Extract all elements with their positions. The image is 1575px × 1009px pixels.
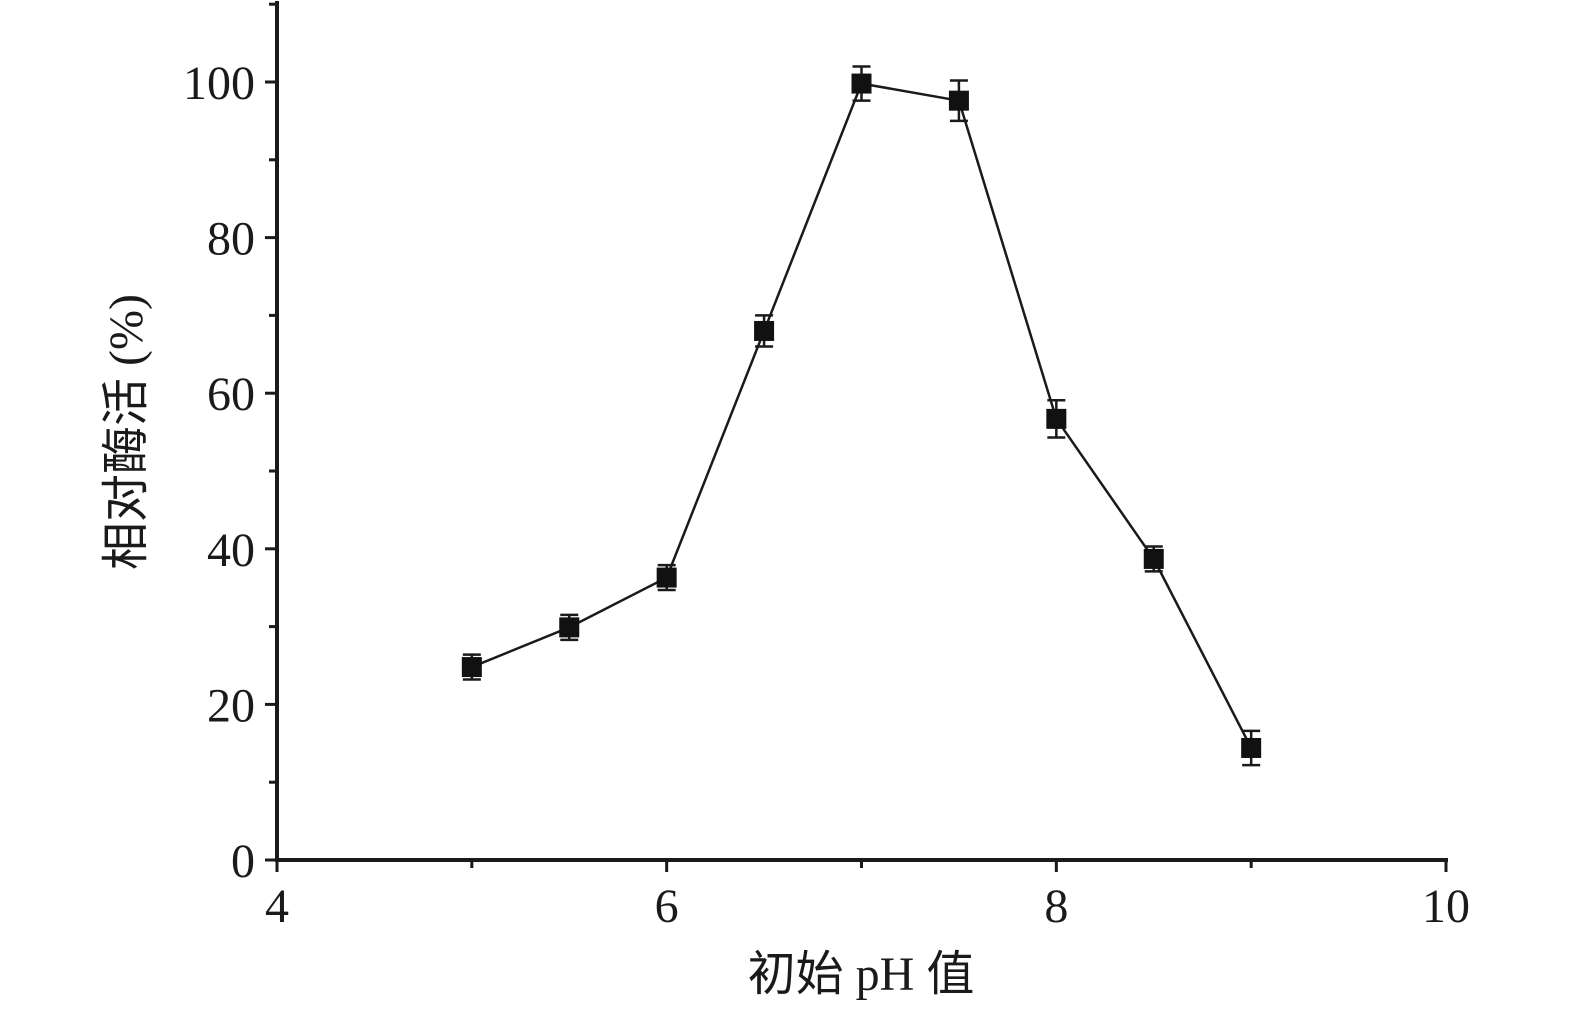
data-point (754, 320, 775, 341)
y-tick-label: 100 (183, 57, 255, 110)
y-tick-label: 60 (207, 368, 255, 421)
x-tick-label: 8 (1044, 880, 1068, 933)
series (461, 65, 1262, 767)
y-axis-title: 相对酶活 (%) (100, 294, 153, 570)
data-point (948, 90, 969, 111)
x-tick-label: 10 (1422, 880, 1470, 933)
data-point (559, 617, 580, 638)
y-tick-label: 20 (207, 679, 255, 732)
data-point (656, 567, 677, 588)
y-tick-label: 40 (207, 524, 255, 577)
axes (275, 1, 1448, 862)
data-point (851, 73, 872, 94)
x-tick-label: 4 (265, 880, 289, 933)
data-point (1046, 408, 1067, 429)
y-tick-label: 80 (207, 213, 255, 266)
series-line (471, 82, 1253, 749)
y-tick-label: 0 (231, 835, 255, 888)
x-tick-label: 6 (655, 880, 679, 933)
data-point (461, 657, 482, 678)
x-axis-title: 初始 pH 值 (748, 948, 975, 1001)
tick-marks (265, 2, 1448, 872)
data-point (1143, 548, 1164, 569)
data-point (1241, 737, 1262, 758)
tick-labels: 0 20 40 60 80 100 4 6 8 10 (183, 57, 1470, 933)
